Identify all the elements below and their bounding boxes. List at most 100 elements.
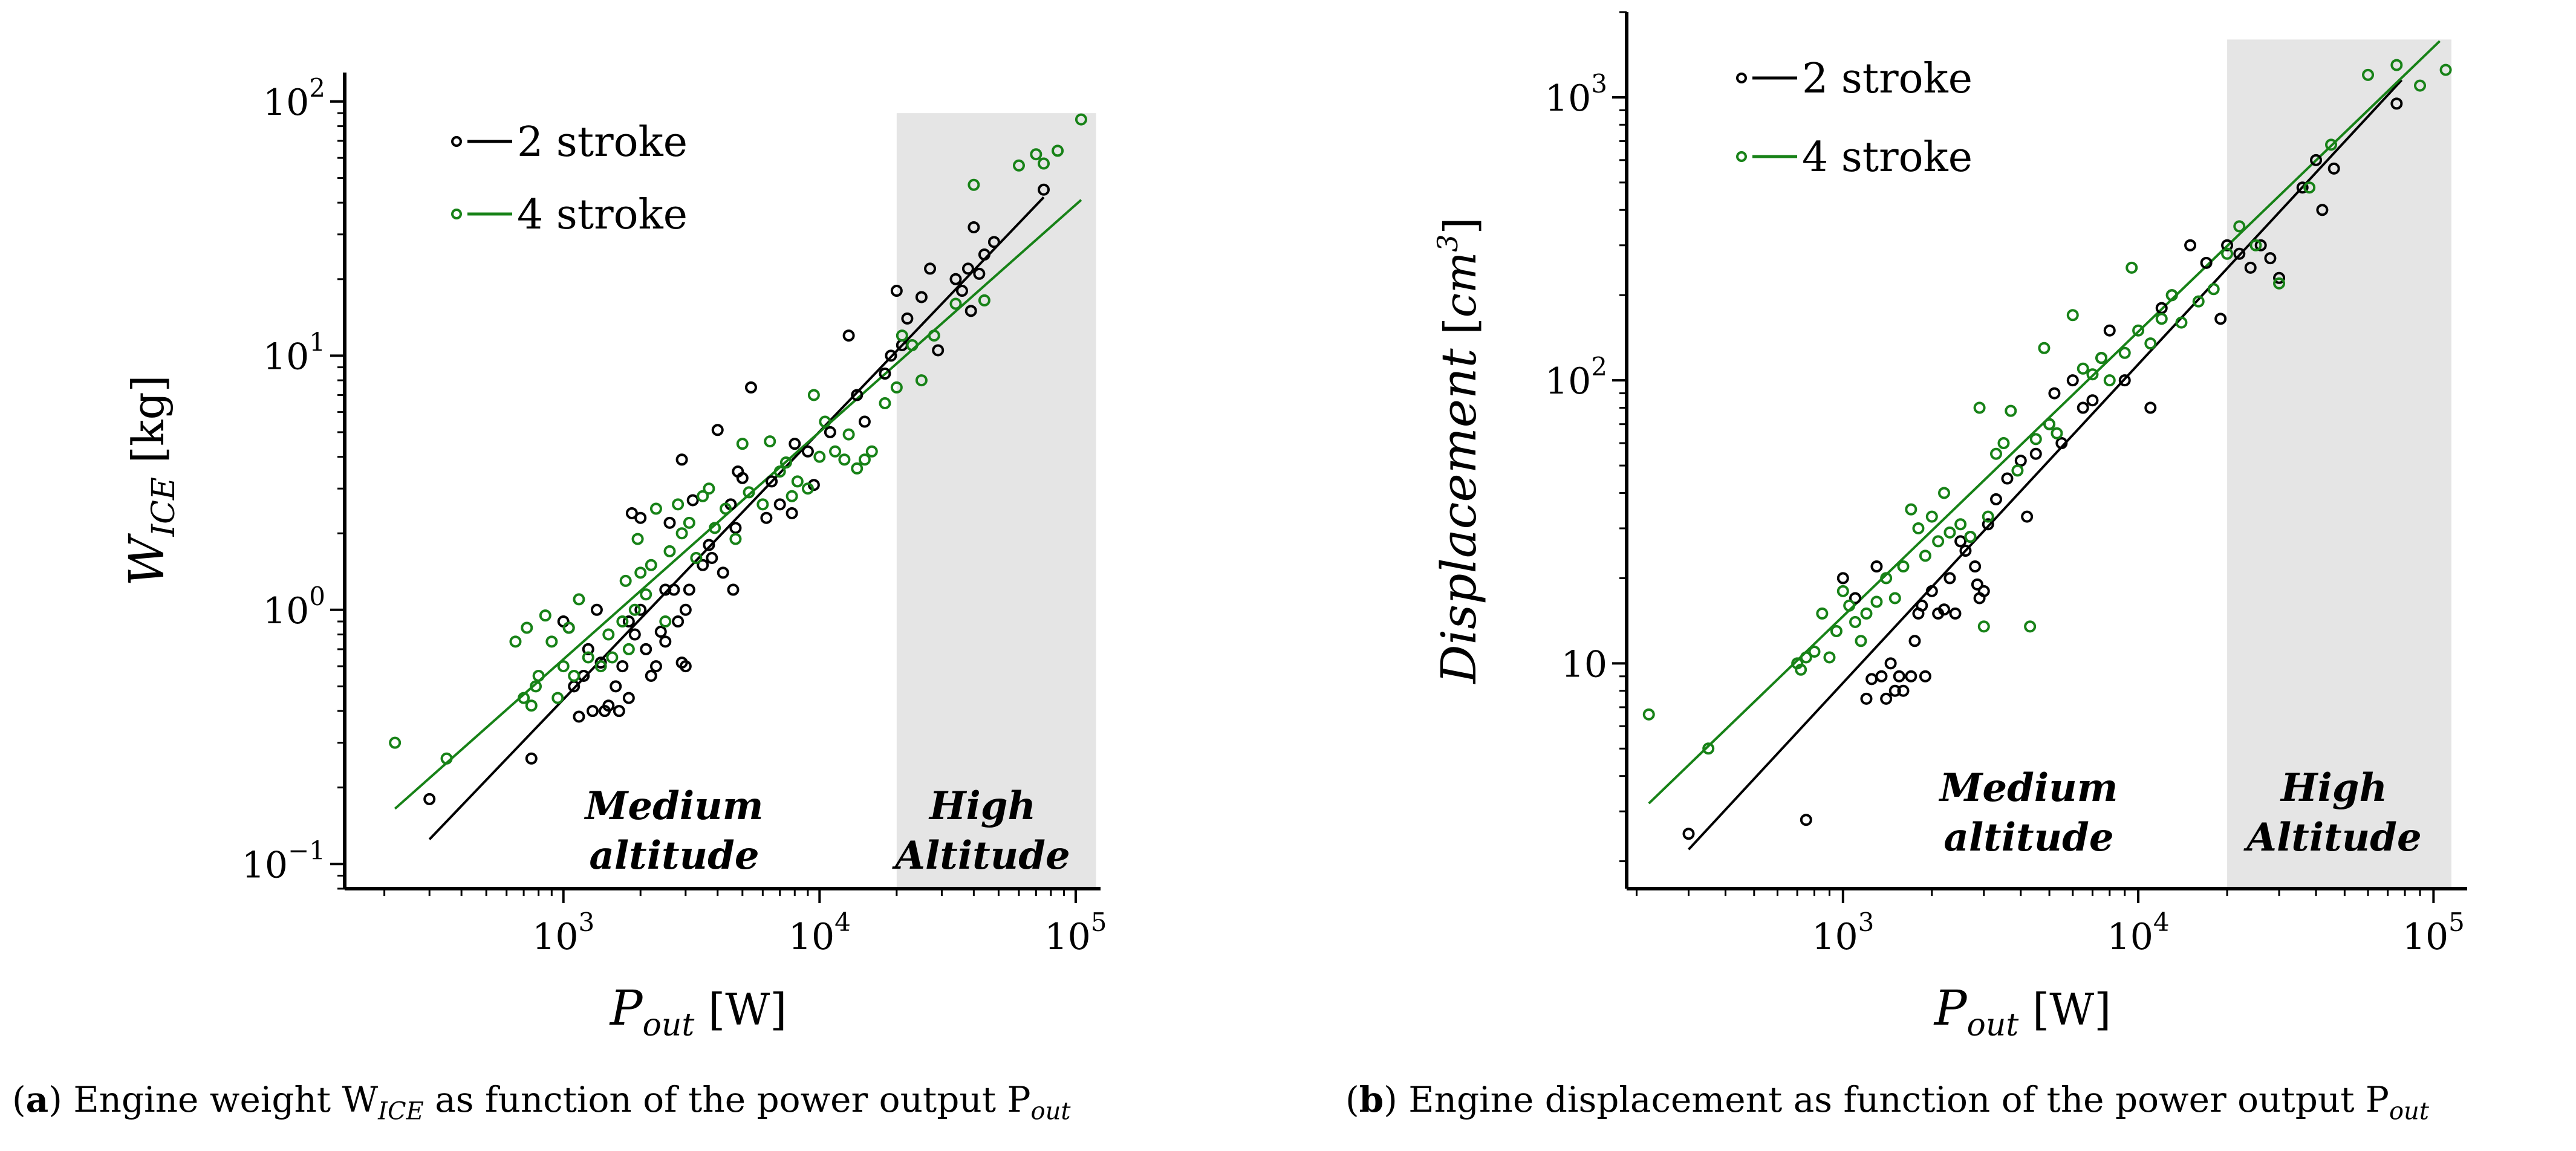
x-tick-label: 103	[1812, 907, 1874, 958]
y-label-unit-close: ]	[1435, 217, 1486, 234]
data-point-4-stroke	[2118, 346, 2131, 359]
y-tick-exponent: 2	[309, 73, 325, 103]
data-point-4-stroke	[791, 475, 804, 488]
x-tick-exponent: 3	[1858, 907, 1875, 937]
medium-altitude-label: Medium	[584, 783, 764, 829]
data-point-4-stroke	[1795, 663, 1807, 676]
data-point-2-stroke	[1919, 670, 1931, 682]
data-point-4-stroke	[2221, 247, 2234, 260]
y-tick-label: 103	[1545, 69, 1607, 120]
data-point-2-stroke	[744, 381, 757, 394]
data-point-4-stroke	[1989, 447, 2002, 460]
data-point-4-stroke	[819, 415, 831, 428]
data-point-4-stroke	[573, 593, 585, 606]
data-point-2-stroke	[711, 424, 724, 436]
data-point-4-stroke	[1038, 157, 1050, 170]
data-point-2-stroke	[2200, 256, 2213, 269]
x-axis-label: Pout [W]	[1933, 980, 2112, 1043]
data-point-2-stroke	[625, 507, 638, 519]
x-tick-exponent: 5	[2448, 907, 2465, 937]
data-point-4-stroke	[801, 482, 814, 495]
data-point-2-stroke	[2214, 313, 2227, 325]
fit-line-2-stroke	[428, 196, 1045, 840]
data-point-4-stroke	[1954, 518, 1967, 531]
data-point-4-stroke	[1012, 159, 1025, 172]
data-point-2-stroke	[2021, 510, 2034, 523]
x-tick-base: 10	[789, 916, 834, 958]
data-point-4-stroke	[1888, 592, 1901, 605]
data-point-2-stroke	[1884, 657, 1897, 670]
x-tick-base: 10	[2402, 916, 2448, 958]
data-point-2-stroke	[1880, 692, 1893, 705]
medium-altitude-label: altitude	[1943, 815, 2113, 860]
data-point-2-stroke	[824, 426, 836, 438]
legend-label: 4 stroke	[517, 191, 688, 239]
data-point-2-stroke	[1925, 585, 1938, 597]
x-label-unit: [W]	[2018, 984, 2111, 1035]
data-point-4-stroke	[785, 490, 798, 502]
data-point-2-stroke	[1870, 560, 1883, 573]
data-point-2-stroke	[1971, 578, 1983, 591]
data-point-4-stroke	[1855, 635, 1867, 647]
x-tick-label: 105	[2402, 907, 2465, 958]
x-label-sub: out	[1967, 1007, 2019, 1043]
data-point-2-stroke	[727, 583, 740, 596]
y-axis-label: Displacement [cm3]	[1431, 217, 1487, 684]
data-point-4-stroke	[663, 545, 676, 557]
data-point-4-stroke	[764, 435, 776, 448]
data-point-4-stroke	[683, 516, 695, 529]
data-point-4-stroke	[720, 502, 732, 515]
data-point-2-stroke	[736, 472, 749, 484]
data-point-2-stroke	[1943, 572, 1956, 585]
data-point-4-stroke	[2390, 59, 2403, 71]
data-point-4-stroke	[551, 692, 564, 704]
data-point-4-stroke	[1997, 437, 2010, 450]
data-point-4-stroke	[1880, 572, 1893, 585]
data-point-2-stroke	[2254, 239, 2267, 251]
data-point-4-stroke	[557, 660, 570, 673]
y-tick-base: 10	[1545, 77, 1591, 120]
data-point-4-stroke	[1843, 599, 1856, 612]
high-altitude-region	[2227, 39, 2452, 889]
data-point-2-stroke	[924, 262, 937, 275]
data-point-2-stroke	[659, 635, 672, 648]
x-tick-label: 105	[1044, 907, 1107, 958]
legend-label: 2 stroke	[1802, 55, 1973, 103]
data-point-4-stroke	[582, 651, 594, 664]
data-point-4-stroke	[594, 660, 607, 673]
data-point-2-stroke	[1916, 599, 1928, 612]
data-point-4-stroke	[736, 438, 749, 450]
data-point-2-stroke	[1905, 670, 1917, 682]
data-point-2-stroke	[1897, 684, 1910, 697]
data-point-4-stroke	[1052, 144, 1064, 157]
data-point-4-stroke	[729, 533, 742, 545]
x-axis-label: Pout [W]	[609, 980, 787, 1043]
data-point-4-stroke	[1849, 615, 1862, 628]
y-tick-label: 101	[263, 327, 325, 378]
legend-label: 2 stroke	[517, 118, 688, 166]
data-point-2-stroke	[679, 603, 692, 616]
high-altitude-label: Altitude	[892, 833, 1070, 878]
legend-marker	[451, 209, 462, 219]
data-point-2-stroke	[2103, 324, 2116, 337]
data-point-4-stroke	[640, 588, 652, 601]
data-point-4-stroke	[532, 669, 545, 682]
data-point-2-stroke	[890, 285, 903, 297]
data-point-2-stroke	[879, 368, 891, 380]
y-tick-label: 102	[1545, 352, 1607, 403]
data-point-4-stroke	[645, 559, 657, 571]
data-point-2-stroke	[1038, 183, 1050, 196]
y-tick-label: 100	[263, 582, 325, 632]
data-point-4-stroke	[2051, 427, 2063, 439]
data-point-2-stroke	[672, 615, 685, 628]
data-point-4-stroke	[2273, 277, 2286, 290]
data-point-2-stroke	[773, 498, 786, 511]
y-label-unit-open: [	[1435, 317, 1486, 348]
data-point-4-stroke	[659, 615, 672, 628]
x-tick-base: 10	[1812, 916, 1858, 958]
data-point-4-stroke	[2095, 352, 2108, 365]
data-point-4-stroke	[1897, 560, 1910, 573]
y-label-unit-sup: 3	[1431, 234, 1464, 251]
data-point-4-stroke	[896, 329, 908, 342]
data-point-4-stroke	[743, 486, 755, 499]
